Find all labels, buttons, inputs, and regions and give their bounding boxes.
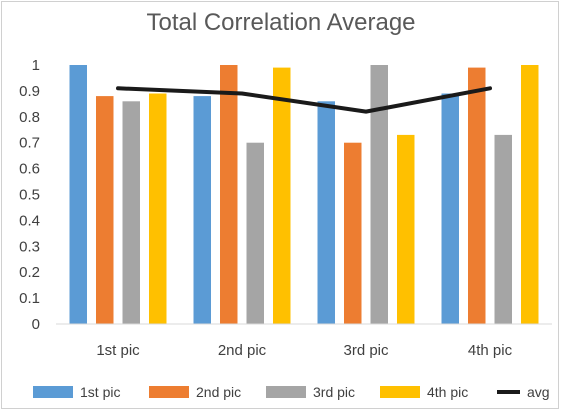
bar-1-4 (441, 93, 459, 324)
bar-4-2 (273, 67, 291, 324)
legend-label: 3rd pic (313, 384, 355, 400)
bar-3-1 (122, 101, 140, 324)
bar-4-3 (397, 134, 415, 324)
avg-line-layer (116, 86, 492, 114)
avg-line (116, 86, 492, 114)
bar-2-1 (96, 96, 114, 324)
bar-3-3 (370, 65, 388, 324)
y-tick-label: 0.5 (19, 187, 40, 204)
legend-label: 4th pic (427, 384, 468, 400)
y-tick-label: 0.1 (19, 290, 40, 307)
legend: 1st pic 2nd pic 3rd pic 4th pic avg (33, 384, 550, 400)
y-tick-label: 0.2 (19, 264, 40, 281)
bar-2-2 (220, 65, 238, 324)
x-tick-label: 2nd pic (218, 342, 267, 359)
legend-label: avg (527, 384, 550, 400)
bars (69, 65, 539, 324)
bar-4-4 (521, 65, 539, 324)
y-tick-label: 0.8 (19, 109, 40, 126)
bar-4-1 (149, 93, 167, 324)
bar-2-3 (344, 142, 362, 324)
legend-swatch (149, 386, 189, 398)
x-tick-label: 1st pic (96, 342, 140, 359)
y-tick-label: 0.7 (19, 135, 40, 152)
legend-label: 1st pic (80, 384, 120, 400)
bar-1-1 (69, 65, 87, 324)
chart-title: Total Correlation Average (146, 9, 415, 36)
bar-2-4 (468, 67, 486, 324)
y-tick-label: 0 (32, 316, 40, 333)
x-tick-label: 3rd pic (343, 342, 389, 359)
bar-1-3 (317, 101, 335, 324)
y-axis: 0 0.1 0.2 0.3 0.4 0.5 0.6 0.7 0.8 0.9 1 (19, 57, 40, 333)
x-tick-label: 4th pic (468, 342, 513, 359)
y-tick-label: 0.4 (19, 212, 40, 229)
legend-swatch (266, 386, 306, 398)
y-tick-label: 0.3 (19, 238, 40, 255)
legend-swatch (380, 386, 420, 398)
bar-1-2 (193, 96, 211, 324)
y-tick-label: 0.6 (19, 161, 40, 178)
x-axis: 1st pic 2nd pic 3rd pic 4th pic (56, 323, 552, 359)
y-tick-label: 1 (32, 57, 40, 74)
y-tick-label: 0.9 (19, 83, 40, 100)
legend-swatch (33, 386, 73, 398)
bar-3-4 (494, 134, 512, 324)
bar-3-2 (246, 142, 264, 324)
legend-label: 2nd pic (196, 384, 241, 400)
